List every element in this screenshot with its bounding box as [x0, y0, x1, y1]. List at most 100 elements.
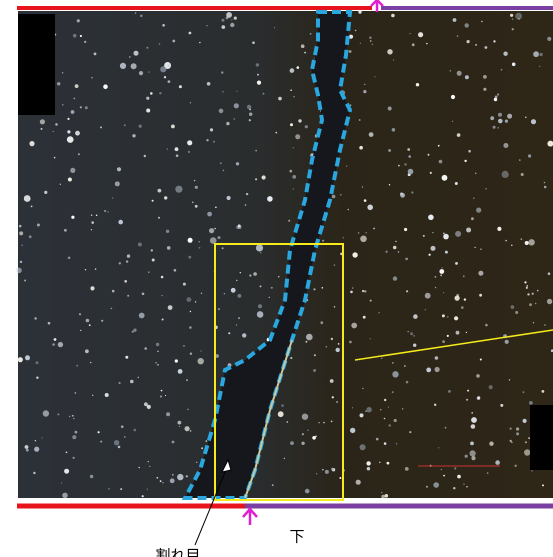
grain [536, 289, 539, 292]
grain [439, 269, 445, 274]
grain [524, 241, 529, 245]
grain [531, 470, 533, 472]
grain [160, 66, 167, 73]
callout-line [354, 329, 553, 361]
grain [221, 18, 225, 22]
grain [256, 311, 264, 318]
grain [321, 287, 324, 289]
grain [323, 421, 325, 424]
grain [53, 156, 56, 159]
grain [413, 343, 417, 347]
grain [315, 435, 317, 438]
grain [380, 409, 382, 411]
pointer-line [194, 464, 229, 546]
grain [508, 379, 511, 381]
grain [454, 182, 458, 185]
grain [324, 469, 329, 474]
grain [290, 441, 294, 445]
grain [388, 149, 391, 152]
grain [189, 310, 192, 313]
grain [66, 136, 74, 143]
grain [23, 195, 31, 202]
grain [466, 227, 472, 233]
grain [476, 374, 480, 378]
grain [320, 321, 324, 325]
grain [464, 454, 468, 458]
grain [544, 324, 546, 326]
grain [161, 318, 164, 321]
grain [72, 456, 75, 459]
grain [322, 239, 325, 242]
grain [123, 124, 126, 127]
grain [255, 149, 257, 152]
grain [177, 473, 184, 481]
grain [351, 407, 354, 409]
grain [407, 148, 411, 151]
grain [141, 495, 144, 498]
grain [236, 90, 238, 92]
grain [172, 39, 176, 43]
grain [434, 276, 437, 278]
grain [381, 494, 385, 499]
grain [402, 408, 404, 410]
grain [149, 465, 151, 467]
grain [95, 214, 98, 217]
grain [286, 421, 289, 423]
grain [426, 42, 428, 45]
grain [67, 117, 70, 120]
grain [39, 119, 46, 125]
grain [405, 257, 408, 261]
grain [188, 31, 192, 35]
grain [489, 441, 494, 446]
grain [354, 29, 357, 32]
grain [306, 333, 313, 341]
grain [471, 417, 477, 423]
grain [475, 43, 478, 46]
grain [359, 413, 364, 418]
grain [275, 131, 278, 134]
grain [160, 275, 164, 279]
grain [333, 264, 336, 266]
grain [304, 488, 310, 494]
grain [233, 103, 239, 109]
grain [167, 305, 173, 310]
grain [256, 80, 262, 85]
grain [539, 52, 543, 57]
grain [511, 18, 514, 20]
grain [192, 201, 194, 203]
grain [479, 358, 482, 361]
grain [62, 492, 68, 499]
grain [57, 82, 61, 86]
grain [189, 326, 192, 329]
grain [226, 12, 233, 18]
grain [144, 347, 147, 350]
grain [196, 461, 198, 463]
grain [531, 292, 534, 295]
grain [237, 294, 242, 298]
grain [104, 393, 109, 397]
grain [175, 185, 183, 193]
grain [118, 219, 123, 225]
grain [209, 228, 215, 234]
grain [159, 395, 163, 398]
grain [100, 440, 103, 443]
grain [349, 340, 352, 344]
grain [70, 110, 75, 114]
grain [488, 385, 493, 390]
grain [368, 132, 374, 138]
grain [360, 235, 367, 243]
grain [215, 354, 220, 358]
grain [255, 178, 258, 181]
grain [470, 441, 474, 446]
grain [157, 350, 159, 352]
grain [441, 267, 443, 269]
grain [17, 357, 23, 363]
grain [156, 476, 159, 479]
grain [456, 35, 459, 37]
grain [85, 349, 89, 354]
grain [550, 349, 553, 352]
grain [289, 68, 295, 73]
grain [524, 281, 527, 284]
grain [348, 34, 354, 39]
